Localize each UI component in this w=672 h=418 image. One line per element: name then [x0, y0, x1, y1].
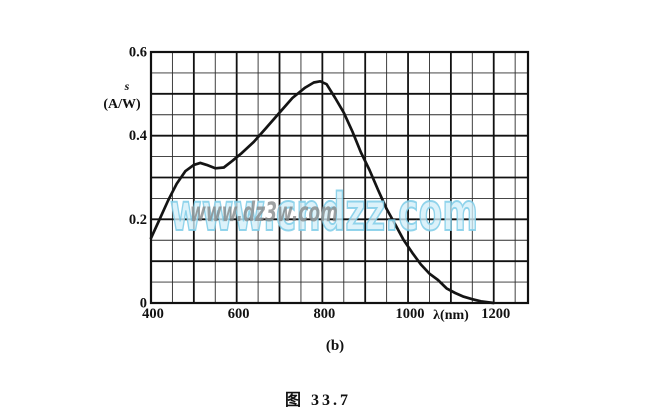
y-tick-label: 0.2	[129, 212, 147, 228]
x-tick-label: 800	[313, 306, 335, 322]
y-tick-label: 0.4	[129, 128, 147, 144]
watermark-secondary: www.dz3w.com	[190, 197, 338, 228]
y-tick-label: 0.6	[129, 45, 147, 61]
watermark-primary: www.cndzz.com	[170, 183, 478, 243]
figure-caption: 图 33.7	[284, 392, 351, 409]
x-tick-label: 600	[228, 306, 250, 322]
spectral-responsivity-curve	[149, 79, 496, 305]
x-tick-label: 1000	[396, 306, 425, 322]
x-axis-unit-label: λ(nm)	[433, 308, 469, 323]
y-axis-unit-label: (A/W)	[103, 97, 141, 112]
watermark-group: www.cndzz.com www.dz3w.com	[169, 182, 479, 244]
response-curve	[149, 79, 496, 305]
grid	[149, 50, 530, 305]
sub-caption: (b)	[325, 338, 345, 354]
y-axis-symbol-label: s	[124, 79, 130, 93]
y-tick-label: 0	[140, 296, 147, 312]
axis-labels: 400 600 800 1000 1200 0 0.2 0.4 0.6 λ(nm) s (A/W)	[103, 45, 510, 324]
x-tick-label: 400	[142, 306, 164, 322]
plot-border	[149, 50, 530, 305]
x-tick-label: 1200	[481, 306, 510, 322]
